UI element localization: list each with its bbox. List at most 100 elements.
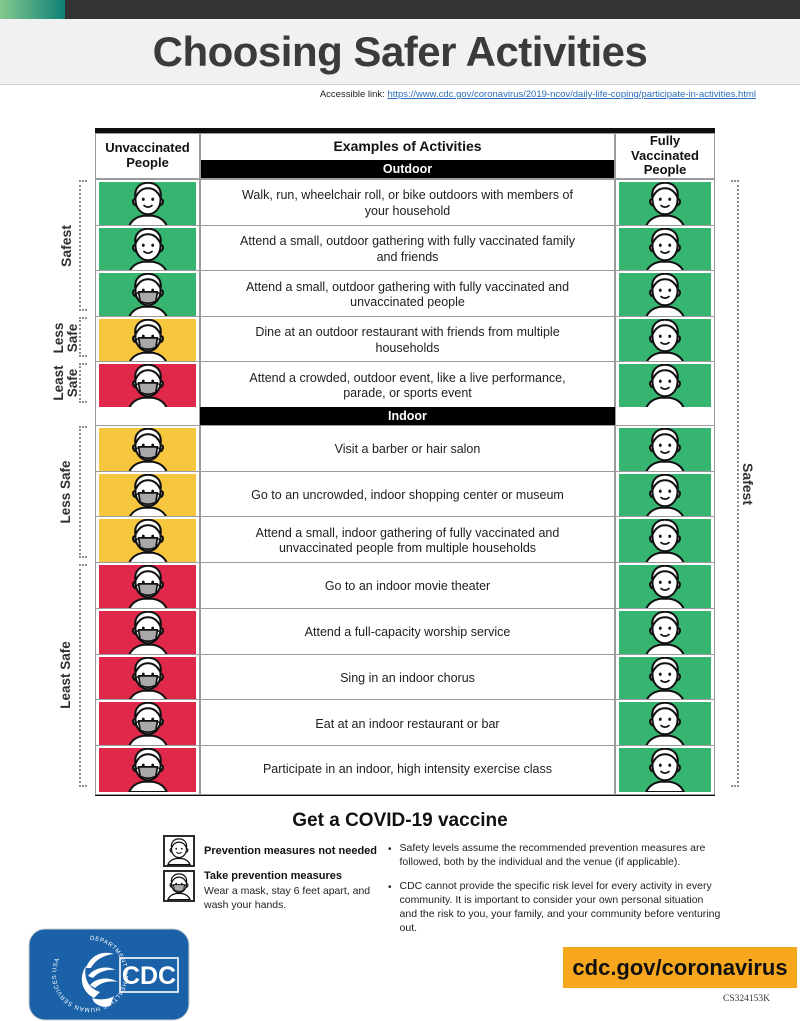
unvaccinated-person-chip bbox=[99, 473, 196, 518]
unvaccinated-person-chip bbox=[99, 227, 196, 272]
legend-title: Prevention measures not needed bbox=[204, 845, 377, 857]
risk-label-indoor-less-safe: Less Safe bbox=[57, 460, 73, 524]
activity-row: Visit a barber or hair salon bbox=[95, 424, 715, 475]
table-header-row: Unvaccinated People Examples of Activiti… bbox=[95, 133, 715, 179]
activity-row: Eat at an indoor restaurant or bar bbox=[95, 699, 715, 750]
accessible-link-row: Accessible link: https://www.cdc.gov/cor… bbox=[0, 89, 756, 100]
document-code: CS324153K bbox=[723, 994, 770, 1004]
activity-row: Attend a crowded, outdoor event, like a … bbox=[95, 361, 715, 412]
bracket-outdoor-safest bbox=[79, 180, 87, 311]
teal-accent-block bbox=[0, 0, 65, 19]
person-face-icon bbox=[127, 318, 168, 363]
person-face-icon bbox=[127, 427, 168, 472]
activity-description: Visit a barber or hair salon bbox=[200, 424, 615, 475]
person-face-icon bbox=[645, 565, 685, 610]
vaccinated-person-chip bbox=[619, 748, 711, 793]
accessible-link[interactable]: https://www.cdc.gov/coronavirus/2019-nco… bbox=[387, 89, 756, 100]
unvaccinated-risk-cell bbox=[95, 562, 200, 613]
vaccinated-risk-cell bbox=[615, 562, 715, 613]
activity-description: Attend a crowded, outdoor event, like a … bbox=[200, 361, 615, 412]
legend-item-take-measures: Take prevention measures Wear a mask, st… bbox=[163, 870, 393, 912]
vaccine-heading: Get a COVID-19 vaccine bbox=[292, 810, 508, 831]
bracket-outdoor-less-safe bbox=[79, 317, 87, 357]
activity-row: Attend a small, outdoor gathering with f… bbox=[95, 224, 715, 275]
vaccinated-person-chip bbox=[619, 702, 711, 747]
title-band: Choosing Safer Activities bbox=[0, 19, 800, 85]
person-face-icon bbox=[645, 748, 685, 793]
vaccinated-risk-cell bbox=[615, 470, 715, 521]
person-face-icon bbox=[645, 702, 685, 747]
vaccinated-person-chip bbox=[619, 519, 711, 564]
activity-description: Walk, run, wheelchair roll, or bike outd… bbox=[200, 179, 615, 229]
indoor-section-band: Indoor bbox=[200, 406, 615, 425]
unvaccinated-risk-cell bbox=[95, 607, 200, 658]
unvaccinated-risk-cell bbox=[95, 699, 200, 750]
legend-text: Prevention measures not needed bbox=[204, 835, 377, 867]
unvaccinated-person-chip bbox=[99, 318, 196, 363]
unvaccinated-risk-cell bbox=[95, 270, 200, 321]
activity-row: Attend a small, outdoor gathering with f… bbox=[95, 270, 715, 321]
vaccinated-risk-cell bbox=[615, 224, 715, 275]
cdc-logo-text: CDC bbox=[122, 962, 176, 990]
vaccinated-person-chip bbox=[619, 318, 711, 363]
person-face-icon bbox=[167, 838, 191, 865]
unmasked-face-legend-icon bbox=[163, 835, 195, 867]
unvaccinated-person-chip bbox=[99, 565, 196, 610]
activity-row: Go to an indoor movie theater bbox=[95, 562, 715, 613]
legend-title: Take prevention measures bbox=[204, 870, 342, 882]
band-spacer-left bbox=[95, 406, 200, 425]
activity-row: Go to an uncrowded, indoor shopping cent… bbox=[95, 470, 715, 521]
vaccinated-person-chip bbox=[619, 227, 711, 272]
vaccinated-person-chip bbox=[619, 364, 711, 409]
risk-label-outdoor-safest: Safest bbox=[57, 224, 74, 268]
unvaccinated-risk-cell bbox=[95, 361, 200, 412]
person-face-icon bbox=[645, 182, 685, 226]
unvaccinated-person-chip bbox=[99, 519, 196, 564]
legend-text: Take prevention measures Wear a mask, st… bbox=[204, 870, 393, 912]
unvaccinated-risk-cell bbox=[95, 224, 200, 275]
vaccinated-risk-cell bbox=[615, 424, 715, 475]
activity-row: Attend a small, indoor gathering of full… bbox=[95, 516, 715, 567]
activity-row: Sing in an indoor chorus bbox=[95, 653, 715, 704]
unvaccinated-person-chip bbox=[99, 702, 196, 747]
unvaccinated-person-chip bbox=[99, 364, 196, 409]
indoor-band-row: Indoor bbox=[95, 406, 715, 425]
activity-description: Attend a full-capacity worship service bbox=[200, 607, 615, 658]
band-spacer-right bbox=[615, 406, 715, 425]
cdc-url-banner[interactable]: cdc.gov/coronavirus bbox=[563, 947, 797, 988]
notes-list: Safety levels assume the recommended pre… bbox=[388, 842, 722, 946]
header-examples-title: Examples of Activities bbox=[333, 138, 482, 155]
vaccinated-person-chip bbox=[619, 273, 711, 318]
activity-description: Eat at an indoor restaurant or bar bbox=[200, 699, 615, 750]
unvaccinated-risk-cell bbox=[95, 470, 200, 521]
page-title: Choosing Safer Activities bbox=[152, 27, 648, 75]
table-top-bar bbox=[95, 128, 715, 133]
person-face-icon bbox=[645, 273, 685, 318]
legend: Prevention measures not needed Take prev… bbox=[163, 835, 393, 915]
activity-description: Sing in an indoor chorus bbox=[200, 653, 615, 704]
unvaccinated-person-chip bbox=[99, 748, 196, 793]
person-face-icon bbox=[127, 519, 168, 564]
unvaccinated-risk-cell bbox=[95, 516, 200, 567]
vaccinated-risk-cell bbox=[615, 699, 715, 750]
activity-row: Walk, run, wheelchair roll, or bike outd… bbox=[95, 179, 715, 229]
note-item: CDC cannot provide the specific risk lev… bbox=[388, 880, 722, 936]
vaccinated-risk-cell bbox=[615, 315, 715, 366]
unvaccinated-person-chip bbox=[99, 656, 196, 701]
activity-description: Dine at an outdoor restaurant with frien… bbox=[200, 315, 615, 366]
accessible-link-label: Accessible link: bbox=[319, 89, 385, 100]
activity-description: Attend a small, indoor gathering of full… bbox=[200, 516, 615, 567]
vaccinated-risk-cell bbox=[615, 607, 715, 658]
hhs-eagle-icon bbox=[81, 952, 118, 1007]
unvaccinated-risk-cell bbox=[95, 179, 200, 229]
header-unvaccinated-people: Unvaccinated People bbox=[95, 133, 200, 179]
risk-label-vaccinated-safest: Safest bbox=[740, 462, 757, 506]
person-face-icon bbox=[645, 427, 685, 472]
unvaccinated-person-chip bbox=[99, 427, 196, 472]
risk-label-indoor-least-safe: Least Safe bbox=[57, 641, 73, 709]
risk-label-outdoor-least-safe: Least Safe bbox=[50, 365, 80, 401]
vaccinated-risk-cell bbox=[615, 653, 715, 704]
vaccinated-risk-cell bbox=[615, 270, 715, 321]
